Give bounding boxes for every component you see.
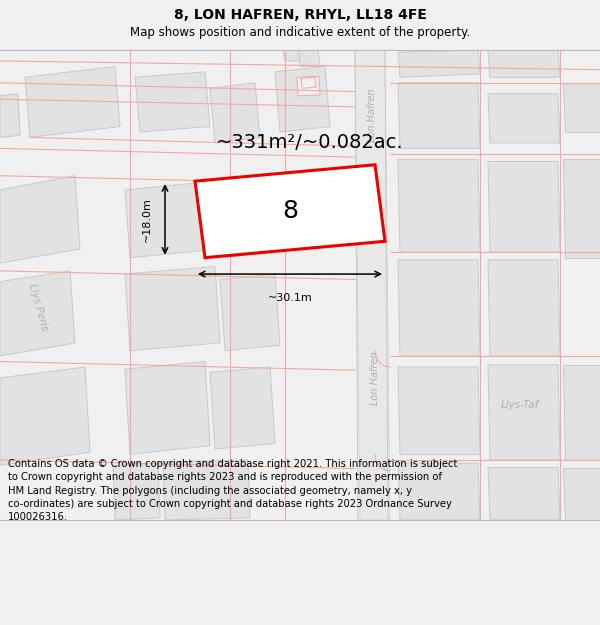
Text: Lon Hafren: Lon Hafren: [367, 89, 377, 142]
Polygon shape: [220, 183, 280, 258]
Polygon shape: [125, 181, 220, 258]
Text: 8, LON HAFREN, RHYL, LL18 4FE: 8, LON HAFREN, RHYL, LL18 4FE: [173, 8, 427, 22]
Polygon shape: [563, 468, 600, 520]
Polygon shape: [398, 260, 480, 356]
Text: Map shows position and indicative extent of the property.: Map shows position and indicative extent…: [130, 26, 470, 39]
Polygon shape: [163, 460, 250, 520]
Polygon shape: [563, 82, 600, 132]
Polygon shape: [113, 463, 160, 520]
Polygon shape: [563, 365, 600, 460]
Polygon shape: [355, 50, 390, 520]
Text: ~331m²/~0.082ac.: ~331m²/~0.082ac.: [216, 133, 404, 152]
Polygon shape: [275, 66, 330, 132]
Polygon shape: [488, 260, 560, 356]
Polygon shape: [488, 365, 560, 460]
Polygon shape: [398, 50, 480, 78]
Polygon shape: [398, 463, 480, 520]
Polygon shape: [195, 165, 385, 258]
Polygon shape: [488, 161, 560, 252]
Polygon shape: [0, 176, 80, 263]
Polygon shape: [398, 367, 480, 454]
Polygon shape: [0, 94, 20, 138]
Polygon shape: [0, 367, 90, 466]
Text: Lon Hafren: Lon Hafren: [370, 351, 380, 404]
Polygon shape: [488, 94, 560, 143]
Polygon shape: [563, 159, 600, 258]
Polygon shape: [210, 367, 275, 449]
Polygon shape: [301, 78, 316, 88]
Polygon shape: [0, 271, 75, 356]
Text: Contains OS data © Crown copyright and database right 2021. This information is : Contains OS data © Crown copyright and d…: [8, 459, 457, 522]
Polygon shape: [125, 266, 220, 351]
Text: ~30.1m: ~30.1m: [268, 293, 313, 303]
Polygon shape: [398, 159, 480, 252]
Text: 8: 8: [282, 199, 298, 223]
Polygon shape: [488, 50, 560, 78]
Text: ~18.0m: ~18.0m: [142, 197, 152, 242]
Polygon shape: [488, 468, 560, 520]
Polygon shape: [398, 82, 480, 148]
Polygon shape: [297, 76, 320, 96]
Polygon shape: [220, 274, 280, 351]
Polygon shape: [210, 82, 260, 143]
Polygon shape: [298, 50, 320, 66]
Polygon shape: [135, 72, 210, 132]
Polygon shape: [25, 66, 120, 138]
Text: Llys-Taf: Llys-Taf: [501, 400, 539, 410]
Polygon shape: [125, 361, 210, 454]
Text: Llys Peris: Llys Peris: [27, 282, 49, 332]
Polygon shape: [283, 50, 300, 61]
